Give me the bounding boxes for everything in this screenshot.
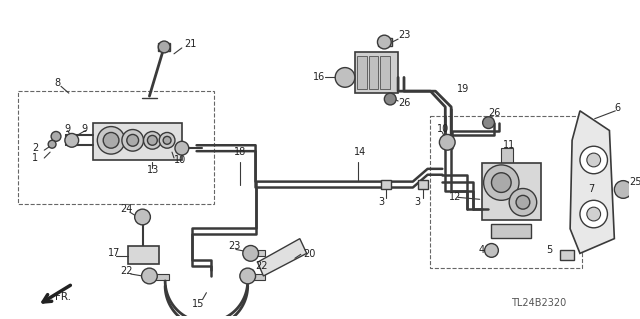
Circle shape: [440, 134, 455, 150]
Text: 8: 8: [54, 78, 60, 88]
Text: 10: 10: [174, 155, 186, 165]
Text: 25: 25: [629, 177, 640, 187]
Circle shape: [385, 93, 396, 105]
Text: 12: 12: [449, 192, 461, 202]
Circle shape: [147, 136, 157, 145]
Bar: [369, 56, 378, 89]
Circle shape: [614, 181, 632, 198]
Circle shape: [143, 131, 161, 149]
Bar: [158, 43, 170, 51]
Text: 26: 26: [398, 98, 410, 108]
Text: 22: 22: [255, 261, 268, 271]
Text: 1: 1: [33, 153, 38, 163]
Circle shape: [516, 195, 530, 209]
Bar: [93, 122, 182, 160]
Text: TL24B2320: TL24B2320: [511, 298, 566, 308]
Text: 17: 17: [108, 249, 120, 258]
Bar: [492, 224, 531, 238]
Circle shape: [163, 137, 171, 144]
Bar: [429, 116, 582, 268]
Text: 9: 9: [81, 123, 88, 134]
Bar: [381, 180, 391, 189]
Circle shape: [103, 132, 119, 148]
Text: 23: 23: [228, 241, 241, 251]
Text: 19: 19: [457, 84, 469, 94]
Circle shape: [141, 268, 157, 284]
Circle shape: [159, 132, 175, 148]
Bar: [380, 56, 390, 89]
Circle shape: [158, 41, 170, 53]
Bar: [128, 247, 159, 264]
Text: 9: 9: [64, 123, 70, 134]
Bar: [18, 91, 214, 204]
Circle shape: [175, 141, 189, 155]
Circle shape: [587, 207, 600, 221]
Circle shape: [51, 131, 61, 141]
Polygon shape: [570, 111, 614, 253]
Circle shape: [587, 153, 600, 167]
Bar: [156, 274, 169, 280]
Bar: [255, 250, 266, 256]
Circle shape: [127, 134, 139, 146]
Circle shape: [335, 68, 355, 87]
Text: 22: 22: [120, 266, 132, 276]
Circle shape: [484, 243, 499, 257]
Text: 13: 13: [147, 165, 160, 175]
Text: 10: 10: [437, 123, 450, 134]
Circle shape: [483, 117, 495, 129]
Text: FR.: FR.: [55, 292, 71, 302]
Circle shape: [243, 246, 259, 261]
Text: 11: 11: [503, 140, 516, 150]
Bar: [482, 163, 541, 220]
Text: 3: 3: [378, 197, 385, 207]
Text: 14: 14: [354, 147, 366, 157]
Text: 20: 20: [303, 249, 315, 259]
Bar: [355, 52, 398, 93]
Text: 2: 2: [33, 143, 38, 153]
Circle shape: [134, 209, 150, 225]
Circle shape: [492, 173, 511, 192]
Polygon shape: [257, 239, 307, 276]
Text: 23: 23: [398, 30, 410, 40]
Text: 5: 5: [546, 245, 552, 256]
Text: 7: 7: [589, 184, 595, 195]
Text: 3: 3: [415, 197, 421, 207]
Bar: [252, 274, 266, 280]
Circle shape: [97, 127, 125, 154]
Circle shape: [65, 133, 79, 147]
Bar: [378, 38, 392, 46]
Circle shape: [48, 140, 56, 148]
Bar: [560, 250, 574, 260]
Circle shape: [122, 130, 143, 151]
Circle shape: [580, 200, 607, 228]
Bar: [501, 148, 513, 164]
Bar: [357, 56, 367, 89]
Text: 6: 6: [614, 103, 621, 113]
Text: 15: 15: [193, 300, 205, 309]
Text: 4: 4: [479, 245, 484, 256]
Circle shape: [580, 146, 607, 174]
Text: 26: 26: [488, 108, 501, 118]
Text: 16: 16: [312, 72, 325, 82]
Text: 24: 24: [120, 204, 132, 214]
Circle shape: [378, 35, 391, 49]
Bar: [418, 180, 428, 189]
Circle shape: [509, 189, 537, 216]
Text: 18: 18: [234, 147, 246, 157]
Circle shape: [240, 268, 255, 284]
Circle shape: [484, 165, 519, 200]
Text: 21: 21: [184, 39, 196, 49]
